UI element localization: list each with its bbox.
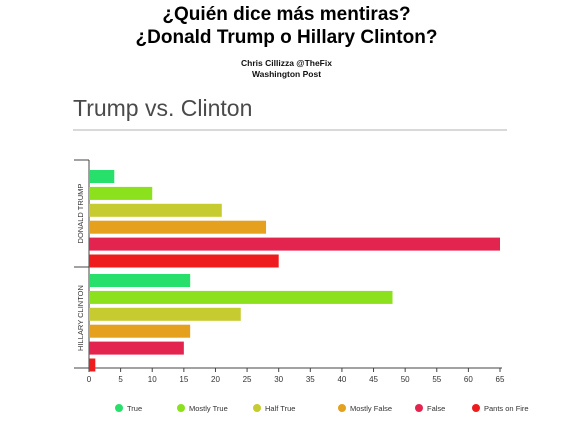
legend-label: True — [127, 404, 142, 413]
x-tick-label: 20 — [211, 375, 220, 384]
x-tick-label: 30 — [274, 375, 283, 384]
legend-swatch — [115, 404, 123, 412]
legend-label: Mostly False — [350, 404, 392, 413]
x-tick-label: 50 — [401, 375, 410, 384]
bar-mostly-true — [89, 290, 393, 304]
x-tick-label: 10 — [148, 375, 157, 384]
chart-title: Trump vs. Clinton — [73, 95, 253, 121]
bar-mostly-false — [89, 220, 267, 234]
legend-label: Pants on Fire — [484, 404, 529, 413]
group-label: HILLARY CLINTON — [76, 285, 85, 351]
x-tick-label: 0 — [87, 375, 92, 384]
x-tick-label: 25 — [243, 375, 252, 384]
x-tick-label: 15 — [179, 375, 188, 384]
bar-pants-on-fire — [89, 358, 96, 372]
x-tick-label: 65 — [496, 375, 505, 384]
bar-half-true — [89, 307, 241, 321]
headline-line-1: ¿Quién dice más mentiras? — [162, 4, 411, 25]
headline-line-2: ¿Donald Trump o Hillary Clinton? — [135, 27, 438, 48]
legend-label: False — [427, 404, 445, 413]
bar-pants-on-fire — [89, 254, 279, 268]
bar-false — [89, 341, 184, 355]
title-divider — [73, 129, 507, 131]
legend-label: Mostly True — [189, 404, 228, 413]
x-tick-label: 45 — [369, 375, 378, 384]
bar-half-true — [89, 203, 222, 217]
group-label: DONALD TRUMP — [76, 184, 85, 244]
bar-true — [89, 170, 115, 183]
x-tick-label: 55 — [432, 375, 441, 384]
x-tick-label: 40 — [337, 375, 346, 384]
legend-swatch — [253, 404, 261, 412]
bar-true — [89, 274, 191, 287]
legend-swatch — [415, 404, 423, 412]
legend-label: Half True — [265, 404, 295, 413]
x-tick-label: 60 — [464, 375, 473, 384]
x-tick-label: 5 — [118, 375, 123, 384]
x-tick-label: 35 — [306, 375, 315, 384]
legend-swatch — [472, 404, 480, 412]
bar-mostly-true — [89, 186, 153, 200]
bar-mostly-false — [89, 324, 191, 338]
legend-swatch — [338, 404, 346, 412]
legend-swatch — [177, 404, 185, 412]
bar-false — [89, 237, 500, 251]
author-credit: Chris Cillizza @TheFix — [241, 58, 332, 68]
publication-credit: Washington Post — [251, 69, 322, 79]
